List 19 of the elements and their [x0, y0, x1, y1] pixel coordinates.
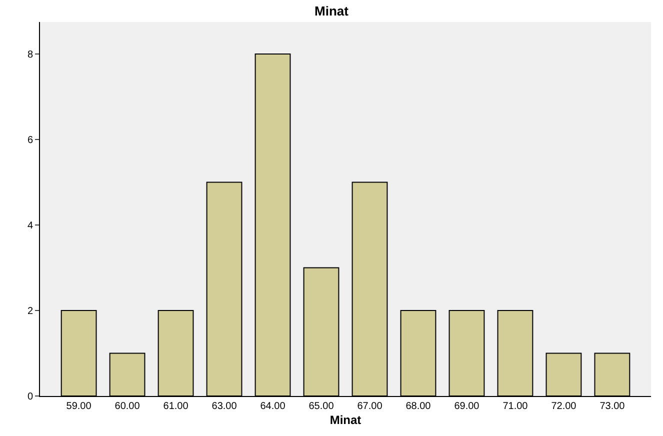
y-tick-label: 2: [27, 306, 34, 318]
x-tick-label: 61.00: [163, 401, 189, 412]
x-tick-label: 64.00: [260, 401, 286, 412]
x-tick-label: 65.00: [308, 401, 334, 412]
x-tick-label: 67.00: [357, 401, 383, 412]
x-tick-label: 60.00: [114, 401, 140, 412]
x-tick-label: 72.00: [551, 401, 577, 412]
chart-title: Minat: [314, 4, 350, 19]
x-tick-label: 69.00: [454, 401, 480, 412]
x-tick-label: 68.00: [406, 401, 432, 412]
x-tick-label: 71.00: [502, 401, 528, 412]
y-tick-label: 0: [27, 392, 34, 402]
x-tick-label: 73.00: [600, 401, 626, 412]
y-tick-label: 8: [27, 50, 34, 61]
x-tick-label: 59.00: [66, 401, 92, 412]
x-tick-label: 63.00: [212, 401, 238, 412]
x-axis-title: Minat: [330, 412, 362, 427]
y-tick-label: 4: [27, 220, 34, 232]
y-tick-label: 6: [27, 135, 34, 146]
